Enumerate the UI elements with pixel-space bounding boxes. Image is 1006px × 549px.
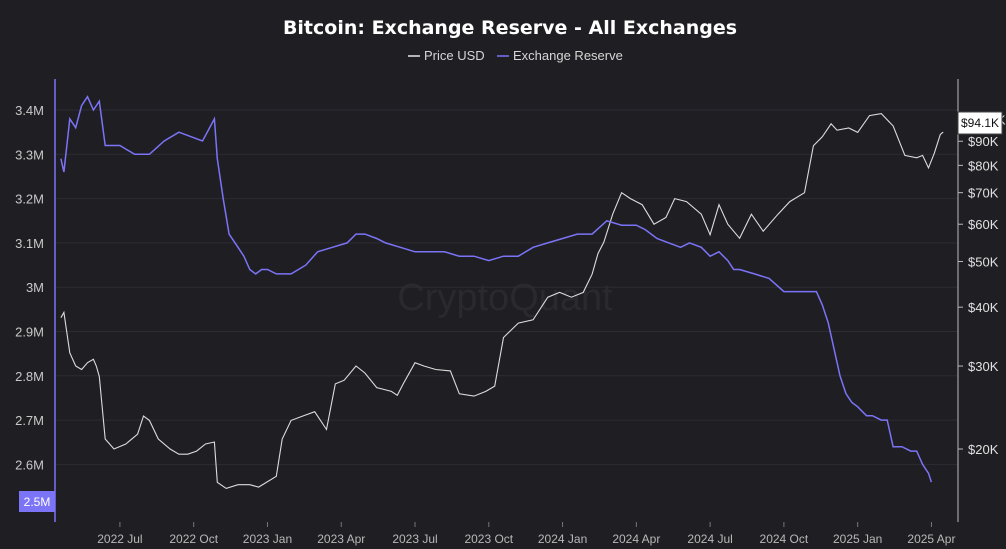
left-axis-ticks: 3.4M 3.3M 3.2M 3.1M 3M 2.9M 2.8M 2.7M 2.6M (15, 103, 44, 472)
chart-title: Bitcoin: Exchange Reserve - All Exchange… (283, 17, 737, 39)
x-tick-label: 2024 Jan (538, 532, 587, 546)
watermark: CryptoQuant (397, 277, 613, 319)
x-tick-label: 2023 Apr (317, 532, 365, 546)
left-tick-label: 3.2M (15, 192, 44, 207)
right-tick-label: $20K (968, 442, 999, 457)
x-axis-ticks: 2022 Jul 2022 Oct 2023 Jan 2023 Apr 2023 Jul… (97, 522, 955, 546)
right-tick-label: $50K (968, 255, 999, 270)
legend-label-price[interactable]: Price USD (424, 48, 485, 63)
right-tick-label: $80K (968, 158, 999, 173)
price-badge-bg (957, 111, 1003, 135)
left-tick-label: 2.7M (15, 413, 44, 428)
right-tick-label: $70K (968, 186, 999, 201)
right-axis-ticks: $100K$90K$80K$70K$60K$50K$40K$30K$20K (958, 113, 1006, 457)
left-tick-label: 2.6M (15, 457, 44, 472)
right-tick-label: $90K (968, 134, 999, 149)
x-tick-label: 2024 Jul (687, 532, 732, 546)
x-tick-label: 2022 Oct (169, 532, 218, 546)
reserve-current-badge: 2.5M (19, 491, 55, 512)
left-tick-label: 2.9M (15, 325, 44, 340)
right-tick-label: $30K (968, 359, 999, 374)
x-tick-label: 2022 Jul (97, 532, 142, 546)
x-tick-label: 2025 Jan (833, 532, 882, 546)
legend: Price USD Exchange Reserve (408, 48, 623, 63)
left-tick-label: 3.1M (15, 236, 44, 251)
right-tick-label: $40K (968, 300, 999, 315)
reserve-current-value: 2.5M (24, 495, 51, 509)
x-tick-label: 2023 Oct (464, 532, 513, 546)
x-tick-label: 2023 Jan (243, 532, 292, 546)
x-tick-label: 2025 Apr (907, 532, 955, 546)
left-tick-label: 3M (26, 280, 44, 295)
series-line-price (60, 113, 944, 490)
reserve-badge-bg (19, 491, 55, 512)
x-tick-label: 2023 Jul (392, 532, 437, 546)
x-tick-label: 2024 Apr (612, 532, 660, 546)
gridlines (55, 109, 958, 465)
right-tick-label: $60K (968, 217, 999, 232)
x-tick-label: 2024 Oct (760, 532, 809, 546)
left-tick-label: 2.8M (15, 369, 44, 384)
legend-label-reserve[interactable]: Exchange Reserve (513, 48, 623, 63)
left-tick-label: 3.4M (15, 103, 44, 118)
price-current-badge: $94.1K (957, 111, 1003, 135)
price-current-value: $94.1K (961, 116, 999, 130)
series-line-exchange-reserve (60, 95, 933, 483)
left-tick-label: 3.3M (15, 147, 44, 162)
